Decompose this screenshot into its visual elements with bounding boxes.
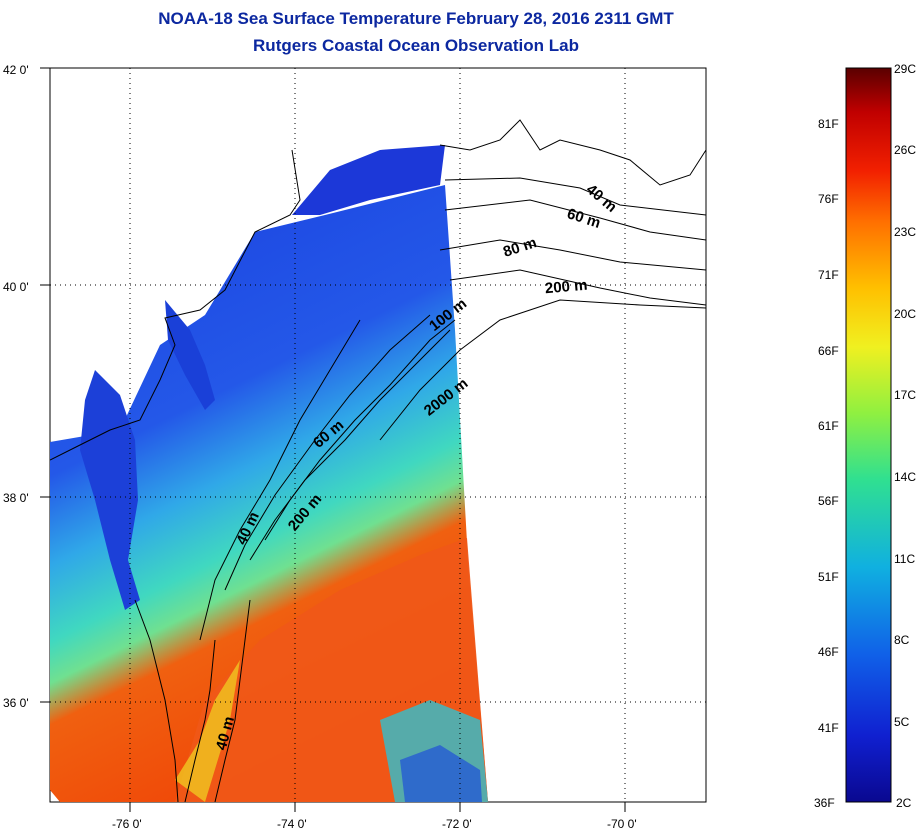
contour-2000m <box>379 299 706 441</box>
celsius-label: 14C <box>894 470 916 484</box>
contour-40m <box>444 177 706 216</box>
map-panel: 40 m 60 m 80 m 200 m 100 m 2000 m 60 m 2… <box>3 63 707 831</box>
contour-80m <box>439 239 706 271</box>
lat-tick-label: 40 0' <box>3 280 29 294</box>
sst-swath: 40 m 60 m 80 m 200 m 100 m 2000 m 60 m 2… <box>50 68 706 802</box>
depth-contours <box>184 177 706 802</box>
map-title: NOAA-18 Sea Surface Temperature February… <box>158 9 674 28</box>
fahrenheit-label: 61F <box>818 419 839 433</box>
frame-ticks <box>40 67 626 812</box>
lon-tick-label: -76 0' <box>112 817 142 831</box>
celsius-label: 29C <box>894 62 916 76</box>
contour-south-200m <box>214 599 251 802</box>
contour-shelf-60m <box>224 314 431 591</box>
coastline-south <box>134 599 179 802</box>
cold-eddy-core <box>400 745 482 802</box>
lon-tick-label: -70 0' <box>607 817 637 831</box>
fahrenheit-label: 56F <box>818 494 839 508</box>
contour-south-40m <box>184 639 216 802</box>
colorbar-scale <box>845 67 892 803</box>
delaware-bay <box>165 300 215 410</box>
celsius-label: 26C <box>894 143 916 157</box>
fahrenheit-label: 41F <box>818 721 839 735</box>
celsius-label: 20C <box>894 307 916 321</box>
long-island-water <box>292 145 445 215</box>
lat-tick-label: 36 0' <box>3 696 29 710</box>
fahrenheit-label: 66F <box>818 344 839 358</box>
gulf-stream-yellow-edge <box>175 660 240 802</box>
contour-60m <box>444 199 706 241</box>
celsius-label: 23C <box>894 225 916 239</box>
lat-tick-label: 38 0' <box>3 491 29 505</box>
coastline <box>50 149 301 461</box>
fahrenheit-label: 36F <box>814 796 835 810</box>
colorbar: 29C 26C 23C 20C 17C 14C 11C 8C 5C 2C 81F… <box>814 62 916 810</box>
fahrenheit-label: 46F <box>818 645 839 659</box>
fahrenheit-label: 71F <box>818 268 839 282</box>
celsius-label: 2C <box>896 796 912 810</box>
map-subtitle: Rutgers Coastal Ocean Observation Lab <box>253 36 579 55</box>
fahrenheit-label: 51F <box>818 570 839 584</box>
lon-tick-label: -72 0' <box>442 817 472 831</box>
contour-shelf-40m <box>199 319 361 641</box>
celsius-label: 11C <box>894 552 915 566</box>
depth-label: 200 m <box>544 277 588 298</box>
contour-200m <box>449 269 706 306</box>
new-england-coastline <box>439 119 706 186</box>
lat-tick-label: 42 0' <box>3 63 29 77</box>
fahrenheit-label: 76F <box>818 192 839 206</box>
lon-tick-label: -74 0' <box>277 817 307 831</box>
celsius-label: 17C <box>894 388 916 402</box>
celsius-label: 8C <box>894 633 910 647</box>
contour-shelf-100m <box>249 329 451 561</box>
chesapeake-bay <box>80 370 140 610</box>
fahrenheit-label: 81F <box>818 117 839 131</box>
celsius-label: 5C <box>894 715 910 729</box>
